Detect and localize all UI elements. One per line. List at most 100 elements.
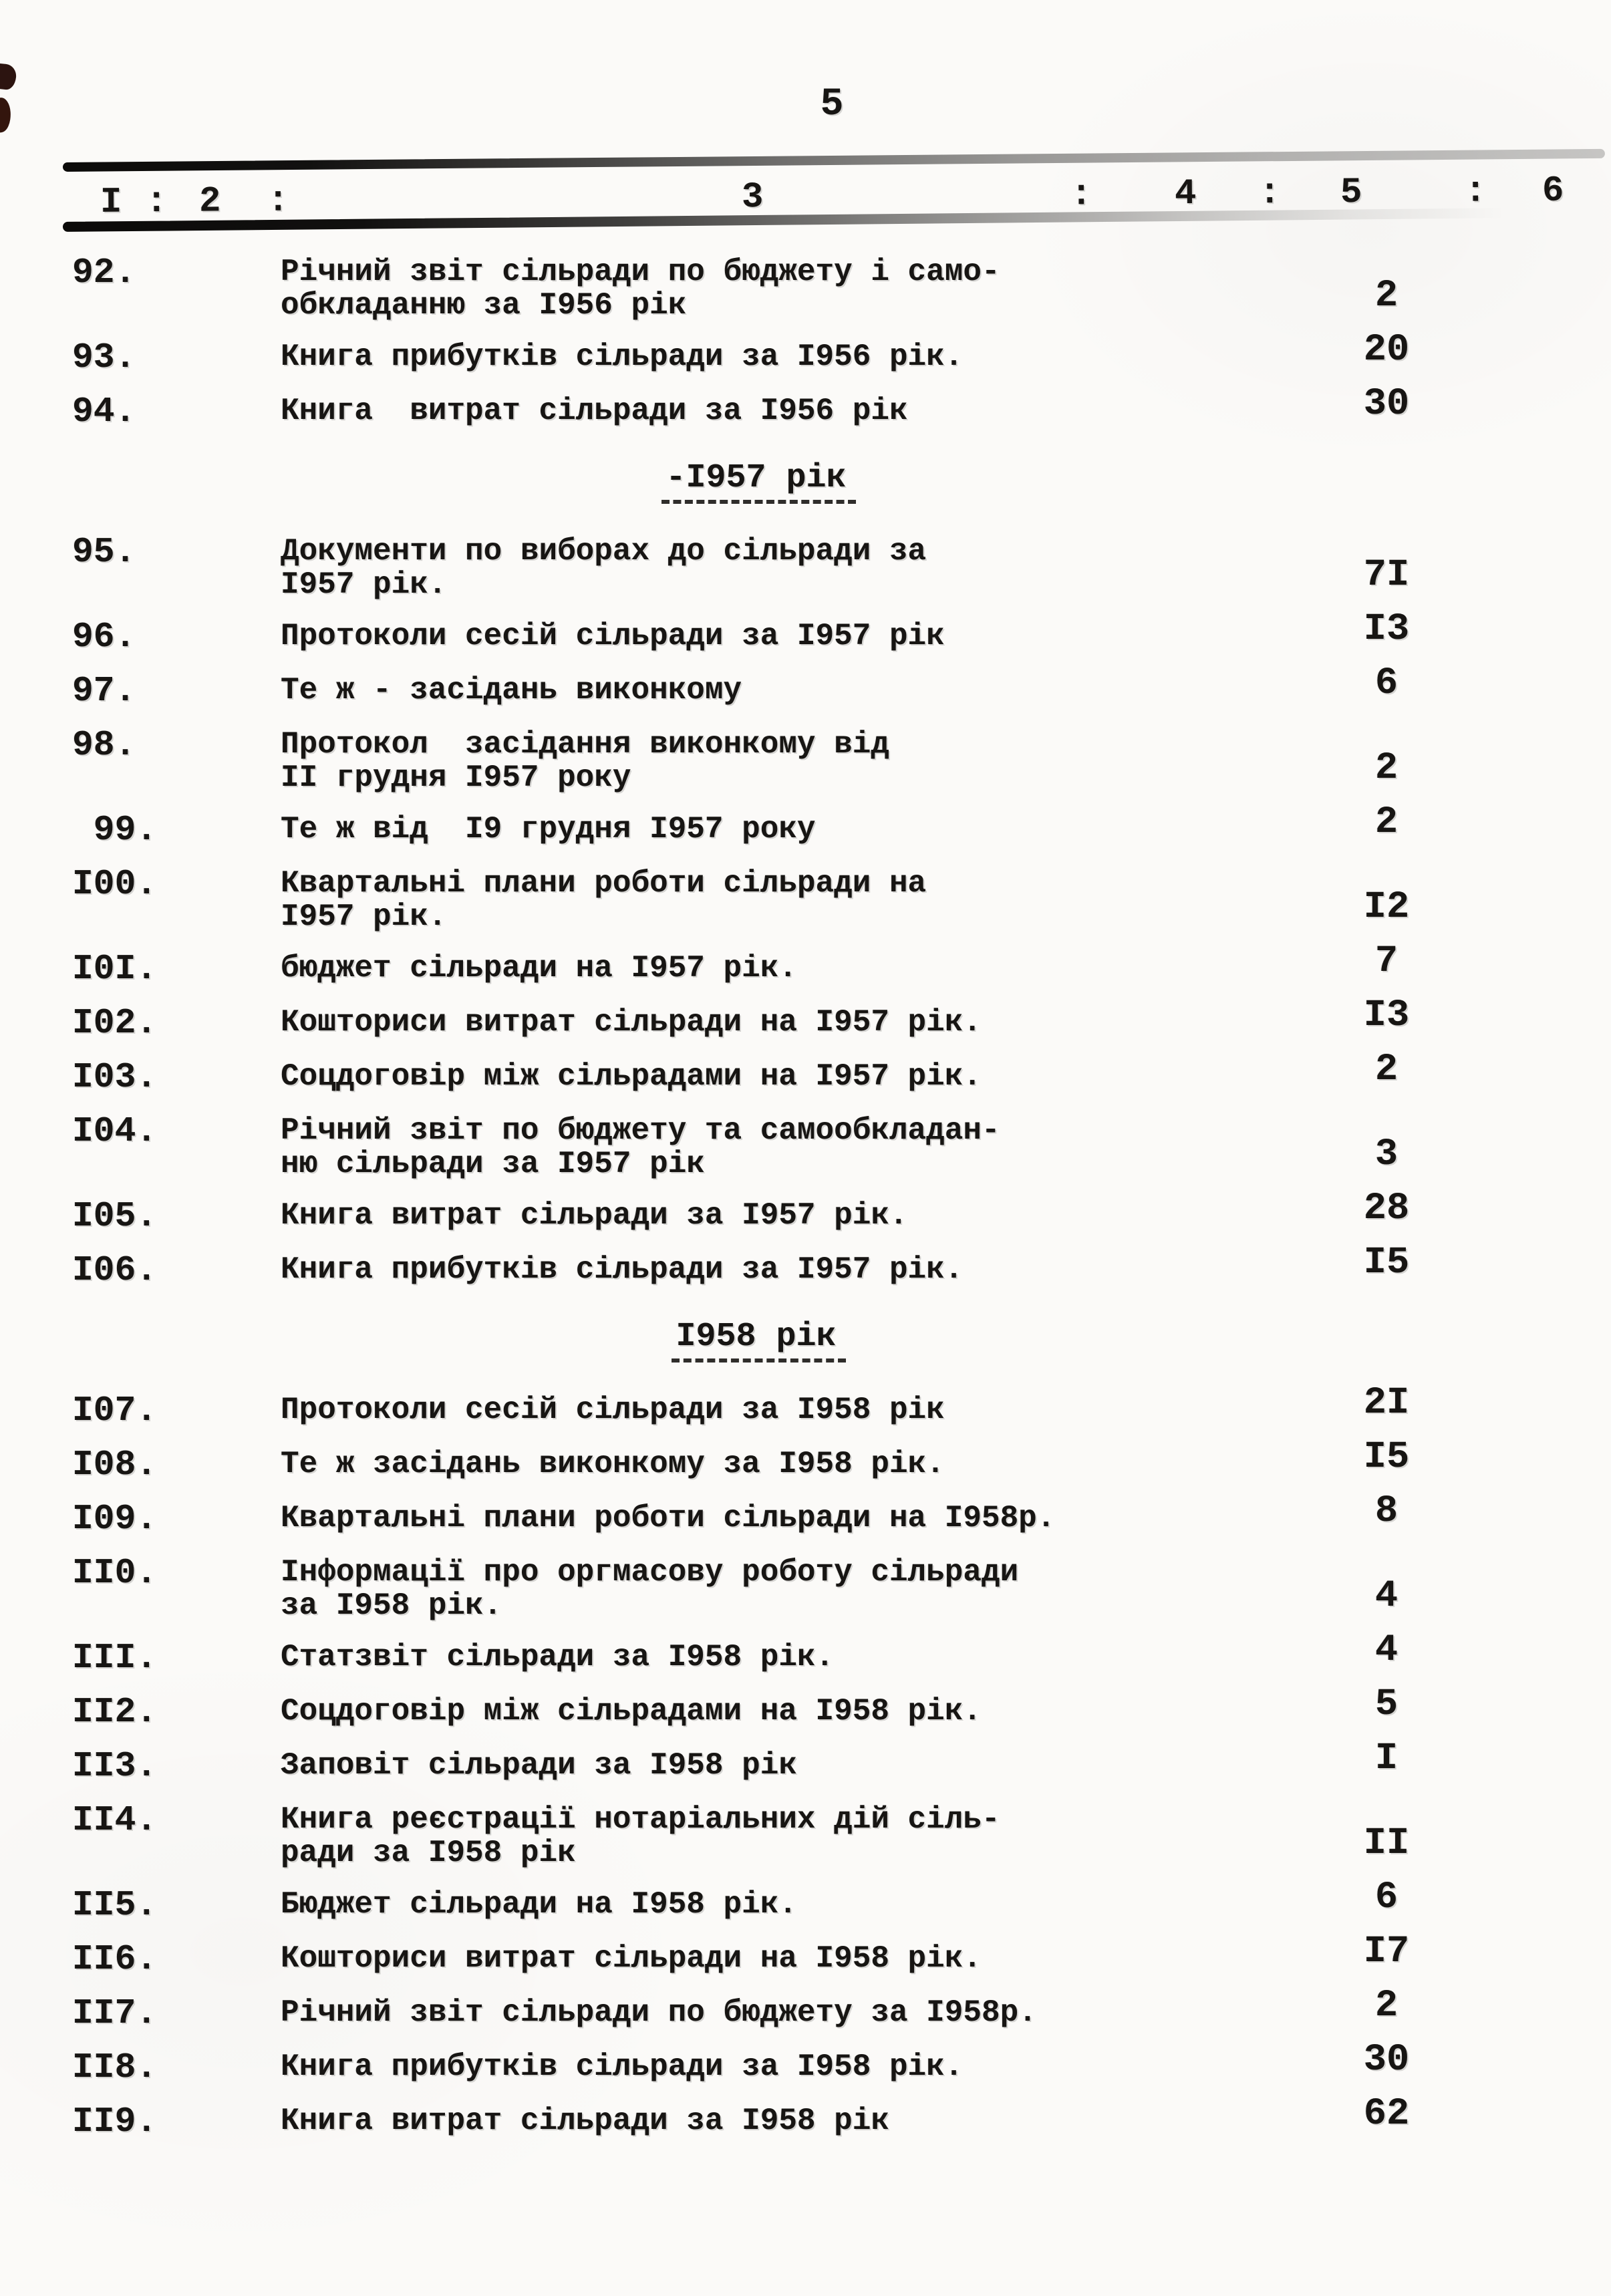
item-count: 7 xyxy=(1374,940,1399,983)
inventory-table: 92. Річний звіт сільради по бюджету і сам… xyxy=(50,255,1561,2158)
description-line: Річний звіт сільради по бюджету і само- xyxy=(281,255,1000,289)
description-line: Кошториси витрат сільради на I958 рік. xyxy=(281,1941,982,1976)
item-count: 5 xyxy=(1374,1683,1399,1726)
table-row: 94. Книга витрат сільради за I956 рік 30 xyxy=(50,386,1561,430)
description-line: ню сільради за I957 рік xyxy=(281,1147,705,1181)
item-number: 99. xyxy=(72,810,158,850)
description-line: Протокол засідання виконкому від xyxy=(281,727,889,762)
description-line: II грудня I957 року xyxy=(281,760,631,795)
item-description: Те ж від I9 грудня I957 року xyxy=(281,813,1256,846)
item-number: I07. xyxy=(72,1391,158,1431)
item-description: Те ж - засідань виконкому xyxy=(281,674,1256,707)
scan-artifact xyxy=(0,97,12,133)
table-row: 97. Те ж - засідань виконкому 6 xyxy=(50,665,1561,710)
item-count: 2 xyxy=(1374,747,1399,790)
item-description: Книга реєстрації нотаріальних дій сіль-р… xyxy=(281,1803,1256,1870)
item-number: I06. xyxy=(72,1250,158,1290)
table-row: 98. Протокол засідання виконкому від II гр… xyxy=(50,728,1561,795)
item-count: 6 xyxy=(1374,662,1399,705)
description-line: Книга прибутків сільради за I956 рік. xyxy=(281,339,964,374)
item-count: I2 xyxy=(1363,886,1410,929)
description-line: Бюджет сільради на I958 рік. xyxy=(281,1887,797,1922)
item-description: Статзвіт сільради за I958 рік. xyxy=(281,1640,1256,1674)
item-count: 4 xyxy=(1374,1629,1399,1672)
column-header: 6 xyxy=(1542,170,1564,212)
table-row: II9. Книга витрат сільради за I958 рік 62 xyxy=(50,2096,1561,2142)
table-row: II2. Соцдоговір між сільрадами на I958 рі… xyxy=(50,1686,1561,1731)
item-count: 2 xyxy=(1374,275,1399,317)
column-header: 2 xyxy=(198,181,221,223)
item-count: I3 xyxy=(1363,994,1410,1037)
item-number: 93. xyxy=(72,337,136,378)
table-row: 96. Протоколи сесій сільради за I957 рік I… xyxy=(50,611,1561,656)
description-line: I957 рік. xyxy=(281,567,447,602)
item-description: Соцдоговір між сільрадами на I957 рік. xyxy=(281,1060,1256,1093)
item-description: Книга прибутків сільради за I957 рік. xyxy=(281,1253,1256,1286)
description-line: Річний звіт по бюджету та самообкладан- xyxy=(281,1113,1000,1148)
description-line: Протоколи сесій сільради за I957 рік xyxy=(281,619,945,654)
item-description: Квартальні плани роботи сільради на I958… xyxy=(281,1501,1256,1535)
column-header: 3 xyxy=(741,177,764,219)
item-count: I5 xyxy=(1363,1436,1410,1479)
item-description: Кошториси витрат сільради на I958 рік. xyxy=(281,1942,1256,1975)
table-row: 95. Документи по виборах до сільради за I9… xyxy=(50,535,1561,602)
item-count: 3 xyxy=(1374,1133,1399,1176)
table-row: 93. Книга прибутків сільради за I956 рік.… xyxy=(50,331,1561,378)
item-number: I09. xyxy=(72,1499,158,1539)
table-row: 99. Те ж від I9 грудня I957 року 2 xyxy=(50,804,1561,850)
item-count: 2I xyxy=(1363,1382,1410,1425)
item-description: Книга витрат сільради за I956 рік xyxy=(281,394,1256,428)
item-count: 30 xyxy=(1363,2039,1410,2082)
column-header: I xyxy=(100,182,122,223)
item-number: I08. xyxy=(72,1445,158,1485)
description-line: Книга витрат сільради за I957 рік. xyxy=(281,1198,908,1233)
item-number: II9. xyxy=(72,2102,158,2142)
item-description: Книга прибутків сільради за I956 рік. xyxy=(281,340,1256,374)
table-row: II0. Інформації про оргмасову роботу сіль… xyxy=(50,1556,1561,1623)
table-row: II3. Заповіт сільради за I958 рік I xyxy=(50,1740,1561,1786)
description-line: Статзвіт сільради за I958 рік. xyxy=(281,1640,835,1675)
item-count: 62 xyxy=(1363,2093,1410,2136)
item-count: 8 xyxy=(1374,1490,1399,1533)
table-row: I05. Книга витрат сільради за I957 рік. 28 xyxy=(50,1190,1561,1235)
horizontal-rule-top xyxy=(62,148,1605,172)
item-description: Протоколи сесій сільради за I957 рік xyxy=(281,619,1256,653)
column-header: : xyxy=(1464,171,1487,212)
table-row: II5. Бюджет сільради на I958 рік. 6 xyxy=(50,1879,1561,1924)
section-heading: I958 рік xyxy=(3,1318,1514,1362)
item-count: 2 xyxy=(1374,1985,1399,2027)
table-row: I00. Квартальні плани роботи сільради на I… xyxy=(50,867,1561,934)
item-count: I5 xyxy=(1363,1242,1410,1284)
item-number: II3. xyxy=(72,1746,158,1786)
page-number: 5 xyxy=(820,83,845,126)
scan-artifact xyxy=(0,63,17,91)
description-line: за I958 рік. xyxy=(281,1588,502,1623)
item-description: Книга прибутків сільради за I958 рік. xyxy=(281,2050,1256,2084)
item-count: II xyxy=(1363,1822,1410,1865)
description-line: Річний звіт сільради по бюджету за I958р… xyxy=(281,1995,1037,2030)
table-row: I06. Книга прибутків сільради за I957 рік… xyxy=(50,1244,1561,1290)
description-line: I957 рік. xyxy=(281,899,447,934)
item-count: 2 xyxy=(1374,801,1399,844)
item-count: I7 xyxy=(1363,1930,1410,1973)
table-row: 92. Річний звіт сільради по бюджету і сам… xyxy=(50,253,1561,323)
item-count: 30 xyxy=(1363,383,1410,426)
item-description: Річний звіт по бюджету та самообкладан-н… xyxy=(281,1114,1256,1181)
item-description: Річний звіт сільради по бюджету і само-о… xyxy=(281,255,1256,322)
description-line: Те ж засідань виконкому за I958 рік. xyxy=(281,1447,945,1481)
item-description: Протоколи сесій сільради за I958 рік xyxy=(281,1393,1256,1427)
description-line: Книга витрат сільради за I956 рік xyxy=(281,394,908,428)
item-description: Документи по виборах до сільради за I957 … xyxy=(281,535,1256,601)
item-description: Інформації про оргмасову роботу сільради… xyxy=(281,1556,1256,1622)
description-line: Соцдоговір між сільрадами на I958 рік. xyxy=(281,1694,982,1729)
item-count: I3 xyxy=(1363,608,1410,651)
item-number: I03. xyxy=(72,1057,158,1097)
column-header-row: I:2:3:4:5:6 xyxy=(0,0,1610,223)
table-row: I09. Квартальні плани роботи сільради на … xyxy=(50,1493,1561,1539)
item-number: I04. xyxy=(72,1111,158,1151)
table-row: I0I. бюджет сільради на I957 рік. 7 xyxy=(50,943,1561,988)
item-number: 92. xyxy=(72,253,136,293)
description-line: Документи по виборах до сільради за xyxy=(281,534,927,569)
item-description: Те ж засідань виконкому за I958 рік. xyxy=(281,1447,1256,1481)
item-number: 98. xyxy=(72,725,136,765)
